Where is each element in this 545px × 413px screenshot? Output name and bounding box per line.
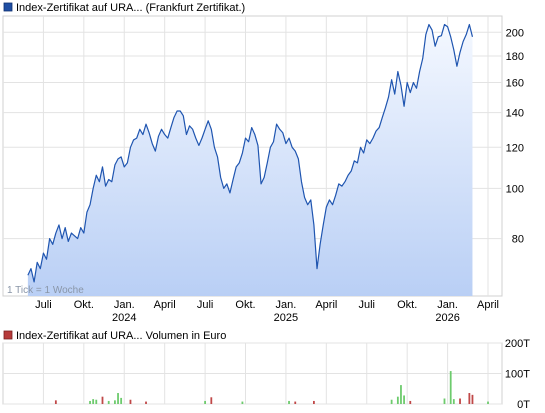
- volume-bar: [114, 400, 116, 404]
- volume-bar: [409, 400, 412, 404]
- volume-bar: [449, 371, 452, 404]
- price-y-tick-label: 180: [506, 51, 524, 63]
- volume-bar: [241, 401, 244, 404]
- volume-bar: [487, 401, 489, 404]
- volume-bar: [403, 395, 405, 404]
- x-tick-year: 2025: [274, 312, 298, 324]
- x-tick-label: Jan.: [114, 299, 135, 311]
- price-y-tick-label: 120: [506, 142, 524, 154]
- volume-bar: [471, 394, 474, 404]
- volume-y-tick-label: 100T: [505, 369, 530, 381]
- volume-bar: [54, 400, 57, 404]
- x-tick-label: Juli: [358, 299, 375, 311]
- x-tick-label: Okt.: [74, 299, 94, 311]
- x-tick-label: April: [477, 299, 499, 311]
- volume-bar: [120, 397, 123, 404]
- x-tick-year: 2024: [112, 312, 136, 324]
- x-tick-label: Okt.: [235, 299, 255, 311]
- volume-bar: [396, 396, 399, 404]
- x-tick-year: 2026: [435, 312, 459, 324]
- price-area-fill: [27, 24, 473, 296]
- volume-bar: [459, 398, 461, 404]
- volume-bar: [92, 399, 95, 404]
- volume-bar: [95, 399, 98, 404]
- price-series-line: [27, 23, 474, 283]
- tick-note: 1 Tick = 1 Woche: [7, 285, 84, 296]
- volume-bars: [54, 371, 489, 404]
- volume-bar: [452, 399, 455, 404]
- volume-y-tick-label: 200T: [505, 338, 530, 350]
- price-y-axis: 80 100 120 140 160 180 200: [506, 27, 524, 245]
- volume-bar: [313, 400, 315, 404]
- x-tick-label: Juli: [35, 299, 52, 311]
- volume-legend-label: Index-Zertifikat auf URA... Volumen in E…: [16, 330, 226, 342]
- volume-bar: [101, 396, 104, 404]
- volume-y-tick-label: 0T: [517, 399, 530, 411]
- volume-bar: [210, 397, 213, 404]
- price-y-tick-label: 140: [506, 108, 524, 120]
- price-y-tick-label: 200: [506, 27, 524, 39]
- volume-bar: [400, 385, 402, 404]
- price-legend-label: Index-Zertifikat auf URA... (Frankfurt Z…: [16, 2, 245, 14]
- volume-y-axis: 0T 100T 200T: [505, 338, 530, 411]
- x-tick-label: April: [315, 299, 337, 311]
- x-tick-label: Jan.: [437, 299, 458, 311]
- volume-bar: [129, 399, 132, 404]
- price-y-tick-label: 100: [506, 183, 524, 195]
- price-y-tick-label: 160: [506, 78, 524, 90]
- price-legend-swatch: [3, 2, 13, 12]
- volume-bar: [443, 398, 446, 404]
- volume-bar: [117, 393, 119, 404]
- volume-legend-swatch: [3, 330, 13, 340]
- x-tick-label: Jan.: [276, 299, 297, 311]
- volume-bar: [294, 401, 297, 404]
- volume-bar: [89, 400, 91, 404]
- volume-bar: [107, 400, 110, 404]
- x-tick-label: April: [154, 299, 176, 311]
- volume-grid: [3, 342, 502, 405]
- volume-bar: [468, 393, 471, 404]
- x-tick-label: Juli: [197, 299, 214, 311]
- volume-bar: [145, 401, 147, 404]
- price-y-tick-label: 80: [512, 234, 524, 246]
- volume-bar: [288, 400, 290, 404]
- volume-bar: [390, 399, 393, 404]
- x-tick-label: Okt.: [397, 299, 417, 311]
- volume-bar: [204, 400, 206, 404]
